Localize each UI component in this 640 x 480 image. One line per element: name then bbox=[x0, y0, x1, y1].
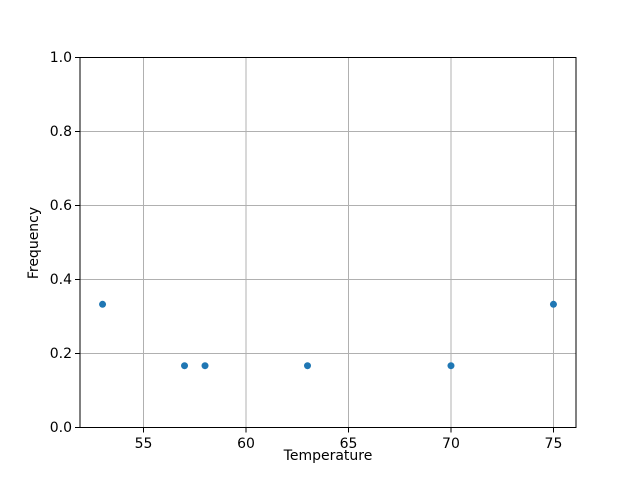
y-tick-label: 0.4 bbox=[49, 271, 72, 288]
x-axis-label: Temperature bbox=[283, 448, 373, 464]
x-tick-label: 55 bbox=[134, 435, 153, 452]
data-point bbox=[181, 362, 189, 370]
data-point bbox=[304, 362, 312, 370]
data-point bbox=[549, 300, 557, 308]
y-tick-label: 0.2 bbox=[49, 345, 72, 362]
x-tick-label: 65 bbox=[339, 435, 358, 452]
data-point bbox=[201, 362, 209, 370]
y-axis-label: Frequency bbox=[26, 206, 42, 279]
data-point bbox=[447, 362, 455, 370]
x-tick-label: 60 bbox=[237, 435, 255, 452]
y-tick-label: 0.8 bbox=[49, 123, 72, 140]
y-tick-label: 0.0 bbox=[49, 419, 72, 436]
y-tick-label: 1.0 bbox=[49, 49, 72, 66]
plot-area bbox=[79, 57, 577, 428]
data-point bbox=[99, 300, 107, 308]
y-tick-label: 0.6 bbox=[49, 197, 72, 214]
x-tick-label: 70 bbox=[442, 435, 460, 452]
x-tick-label: 75 bbox=[544, 435, 563, 452]
